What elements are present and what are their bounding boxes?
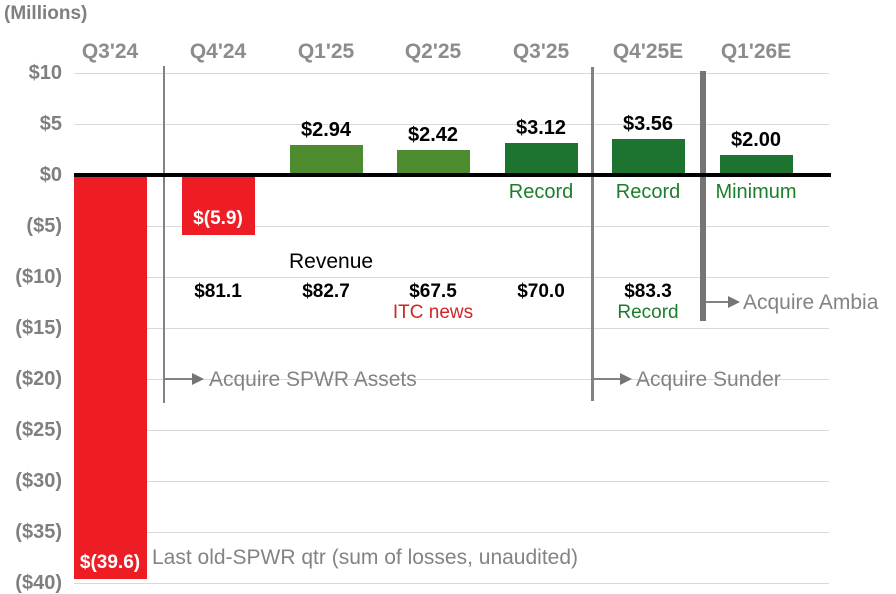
sunder-arrow-line [594,378,620,380]
revenue-value: $82.7 [302,281,350,302]
spwr-arrow-icon [192,373,204,385]
gridline-10 [74,73,829,74]
revenue-value: $70.0 [517,281,565,302]
column-header-q325: Q3'25 [512,40,570,63]
bar-value-label: $(39.6) [79,551,141,573]
gridline--40 [74,583,829,584]
bar-q325 [504,143,578,175]
revenue-value: $67.5 [409,281,457,302]
sunder-arrow-icon [620,373,632,385]
column-header-q125: Q1'25 [297,40,355,63]
bar-value-label: $2.94 [300,119,352,141]
bar-sub-label: Minimum [715,181,797,203]
gridline--35 [74,532,829,533]
revenue-row-title: Revenue [289,250,374,273]
bar-value-label: $3.56 [622,112,674,135]
column-header-q425e: Q4'25E [612,40,684,63]
event-line-ambia [700,71,706,321]
gridline--5 [74,226,829,227]
annotation-acquire-spwr: Acquire SPWR Assets [209,368,417,391]
y-axis-tick-label: $10 [28,62,62,84]
ambia-arrow-line [706,301,728,303]
bar-q225 [396,150,470,175]
bar-q126e [719,154,793,175]
gridline--20 [74,379,829,380]
y-axis-tick-label: ($20) [15,368,62,390]
revenue-note: ITC news [392,302,474,323]
column-header-q225: Q2'25 [404,40,462,63]
gridline-5 [74,124,829,125]
y-axis-tick-label: ($30) [15,470,62,492]
bar-q424 [181,177,255,236]
bar-value-label: $(5.9) [193,208,243,230]
bar-q125 [289,145,363,175]
y-axis-tick-label: ($5) [26,215,62,237]
event-line-sunder [591,67,594,401]
bar-q324 [73,177,147,579]
bar-value-label: $2.00 [730,128,782,151]
y-axis-tick-label: ($25) [15,419,62,441]
column-header-q424: Q4'24 [189,40,247,63]
column-header-q324: Q3'24 [81,40,139,63]
y-axis-tick-label: ($15) [15,317,62,339]
y-axis-units-label: (Millions) [4,3,88,24]
y-axis-tick-label: ($10) [15,266,62,288]
y-axis-tick-label: $5 [39,113,62,135]
bar-q425e [611,138,685,175]
bar-value-label: $3.12 [515,117,567,140]
y-axis-tick-label: ($35) [15,521,62,543]
event-line-spwr [163,66,165,403]
gridline--30 [74,481,829,482]
bar-sub-label: Record [508,181,574,203]
column-header-q126e: Q1'26E [720,40,792,63]
gridline--25 [74,430,829,431]
gridline--10 [74,277,829,278]
y-axis-tick-label: $0 [39,164,62,186]
zero-axis-line [74,173,831,177]
annotation-acquire-ambia: Acquire Ambia [743,291,879,314]
revenue-value: $81.1 [194,281,242,302]
spwr-arrow-line [164,378,192,380]
bar-sub-label: Record [615,181,681,203]
bar-value-label: $2.42 [407,124,459,147]
gridline--15 [74,328,829,329]
y-axis-tick-label: ($40) [15,572,62,594]
annotation-acquire-sunder: Acquire Sunder [636,368,781,391]
footnote-last-spwr-quarter: Last old-SPWR qtr (sum of losses, unaudi… [152,546,579,569]
revenue-note: Record [617,302,679,323]
ambia-arrow-icon [728,296,740,308]
revenue-value: $83.3 [624,281,672,302]
